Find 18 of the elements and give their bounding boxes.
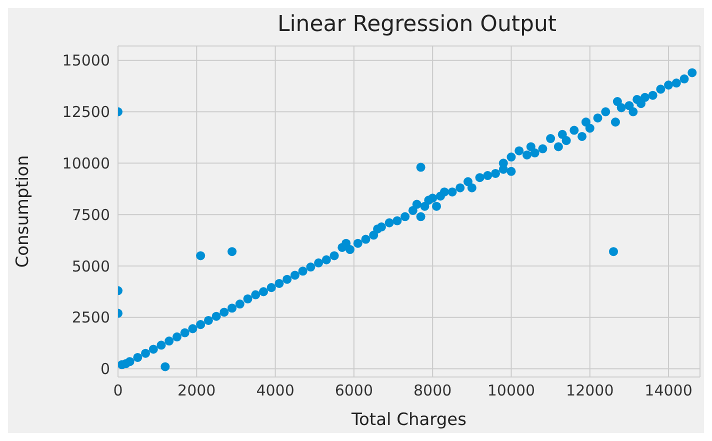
y-tick-label: 5000 [72, 257, 110, 276]
x-tick-label: 8000 [414, 382, 452, 400]
x-tick-label: 2000 [178, 382, 216, 400]
y-axis-title: Consumption [13, 155, 34, 268]
x-tick-label: 10000 [487, 382, 536, 400]
chart-title: Linear Regression Output [276, 12, 558, 37]
y-tick-label: 0 [100, 360, 110, 378]
y-tick-label: 7500 [72, 206, 110, 224]
y-tick-label: 15000 [62, 52, 110, 70]
x-tick-label: 14000 [644, 382, 692, 400]
x-tick-label: 6000 [334, 382, 374, 400]
y-tick-label: 2500 [72, 308, 110, 327]
x-tick-label: 12000 [566, 382, 614, 400]
y-tick-label: 10000 [62, 154, 110, 173]
x-tick-label: 0 [113, 382, 123, 400]
x-axis-title: Total Charges [350, 410, 467, 430]
x-tick-label: 4000 [256, 382, 294, 400]
y-tick-label: 12500 [62, 103, 110, 122]
